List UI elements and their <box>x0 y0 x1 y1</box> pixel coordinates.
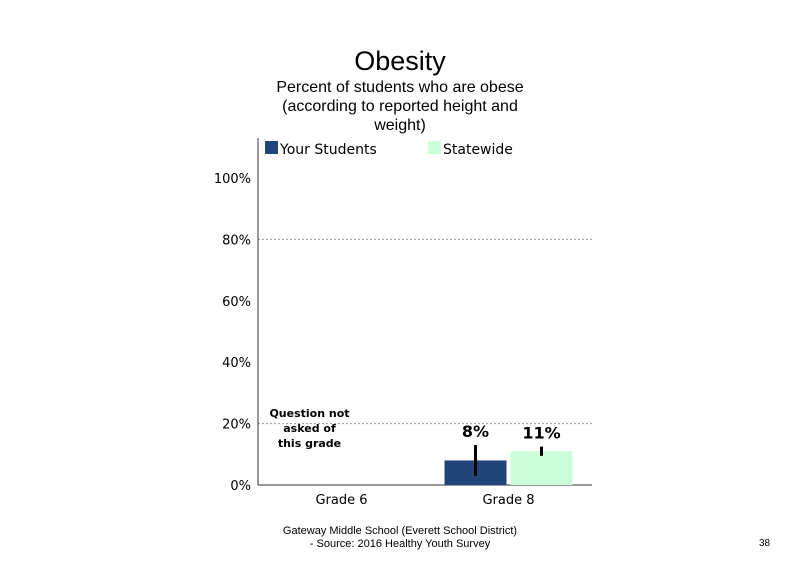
legend-swatch <box>428 141 441 154</box>
legend-label: Your Students <box>279 142 377 158</box>
subtitle-line-1: Percent of students who are obese <box>276 79 524 96</box>
y-tick-label: 100% <box>214 172 251 187</box>
y-tick-label: 20% <box>222 418 251 433</box>
legend-swatch <box>265 141 278 154</box>
y-tick-label: 80% <box>222 233 251 248</box>
annotation-text: this grade <box>278 437 341 450</box>
subtitle-line-3: weight) <box>374 117 426 134</box>
annotation-text: asked of <box>283 422 336 435</box>
chart-title: Obesity <box>354 46 446 76</box>
x-tick-label: Grade 6 <box>315 493 367 508</box>
annotation-text: Question not <box>269 407 349 420</box>
footer-source: Gateway Middle School (Everett School Di… <box>250 525 550 551</box>
page-number: 38 <box>759 538 771 549</box>
y-tick-label: 40% <box>222 356 251 371</box>
y-tick-label: 0% <box>230 479 251 494</box>
data-label: 11% <box>522 424 560 443</box>
x-tick-label: Grade 8 <box>482 493 534 508</box>
y-tick-label: 60% <box>222 295 251 310</box>
legend-label: Statewide <box>443 142 513 158</box>
data-label: 8% <box>462 422 489 441</box>
subtitle-line-2: (according to reported height and <box>282 98 518 115</box>
footer-line-1: Gateway Middle School (Everett School Di… <box>282 525 518 537</box>
footer-line-2: - Source: 2016 Healthy Youth Survey <box>309 538 491 550</box>
bar <box>510 451 573 485</box>
chart-subtitle: Percent of students who are obese (accor… <box>265 78 535 135</box>
